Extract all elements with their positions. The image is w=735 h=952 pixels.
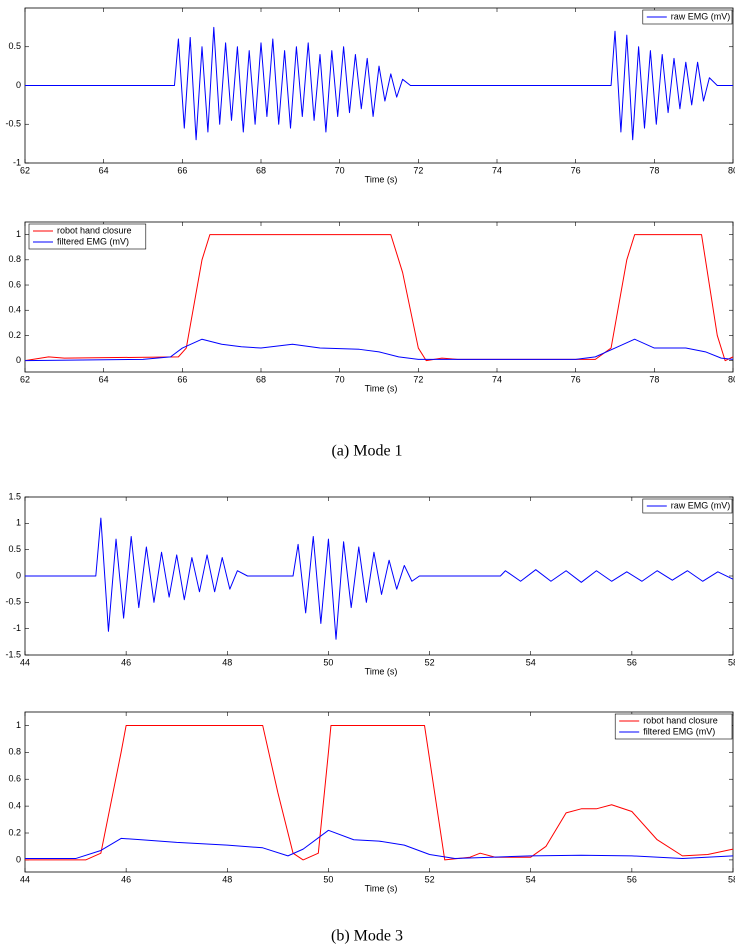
plot-area: [24, 496, 734, 656]
x-tick-label: 78: [649, 374, 659, 384]
y-tick-label: 0.5: [8, 41, 21, 51]
x-tick-label: 78: [649, 165, 659, 175]
x-axis-label: Time (s): [365, 383, 398, 393]
legend-box: [28, 223, 147, 250]
x-tick-label: 50: [323, 657, 333, 667]
y-tick-label: -0.5: [5, 119, 21, 129]
x-tick-label: 52: [425, 657, 435, 667]
x-tick-label: 76: [571, 374, 581, 384]
data-line: [25, 829, 734, 860]
x-tick-label: 50: [323, 874, 333, 884]
x-tick-label: 68: [256, 374, 266, 384]
y-tick-label: 0: [16, 570, 21, 580]
x-tick-label: 66: [177, 374, 187, 384]
data-line: [25, 724, 734, 861]
legend: raw EMG (mV): [642, 498, 733, 514]
data-line: [25, 26, 733, 141]
x-tick-label: 66: [177, 165, 187, 175]
y-tick-label: -1: [13, 157, 21, 167]
x-tick-label: 64: [99, 165, 109, 175]
legend-label: raw EMG (mV): [671, 11, 731, 21]
legend-label: robot hand closure: [643, 715, 718, 725]
x-tick-label: 48: [222, 874, 232, 884]
y-tick-label: 0: [16, 80, 21, 90]
y-tick-label: 0.8: [8, 254, 21, 264]
y-tick-label: -1: [13, 623, 21, 633]
y-tick-label: -1.5: [5, 649, 21, 659]
x-tick-label: 72: [413, 374, 423, 384]
data-line: [24, 234, 734, 362]
x-tick-label: 74: [492, 374, 502, 384]
legend-label: filtered EMG (mV): [57, 236, 129, 246]
x-tick-label: 48: [222, 657, 232, 667]
x-tick-label: 52: [425, 874, 435, 884]
x-tick-label: 62: [20, 374, 30, 384]
x-tick-label: 80: [728, 165, 735, 175]
x-tick-label: 62: [20, 165, 30, 175]
x-tick-label: 58: [728, 874, 735, 884]
data-line: [25, 517, 734, 640]
y-tick-label: 0: [16, 854, 21, 864]
legend-box: [642, 498, 733, 514]
x-tick-label: 54: [526, 657, 536, 667]
y-tick-label: 0.8: [8, 747, 21, 757]
x-tick-label: 56: [627, 874, 637, 884]
x-tick-label: 46: [121, 874, 131, 884]
x-tick-label: 68: [256, 165, 266, 175]
legend-label: raw EMG (mV): [671, 500, 731, 510]
x-tick-label: 70: [335, 374, 345, 384]
x-tick-label: 44: [20, 657, 30, 667]
y-tick-label: 0.4: [8, 800, 21, 810]
legend-label: robot hand closure: [57, 225, 132, 235]
x-tick-label: 54: [526, 874, 536, 884]
y-tick-label: 0.5: [8, 544, 21, 554]
x-axis-label: Time (s): [365, 174, 398, 184]
x-tick-label: 72: [413, 165, 423, 175]
data-line: [24, 338, 734, 362]
x-tick-label: 46: [121, 657, 131, 667]
legend-box: [642, 9, 733, 25]
legend-label: filtered EMG (mV): [643, 726, 715, 736]
legend: raw EMG (mV): [642, 9, 733, 25]
legend-box: [614, 713, 733, 740]
x-tick-label: 76: [571, 165, 581, 175]
y-tick-label: 0.2: [8, 827, 21, 837]
x-tick-label: 64: [99, 374, 109, 384]
x-tick-label: 70: [335, 165, 345, 175]
x-tick-label: 56: [627, 657, 637, 667]
y-tick-label: 0.6: [8, 279, 21, 289]
x-tick-label: 44: [20, 874, 30, 884]
x-tick-label: 74: [492, 165, 502, 175]
y-tick-label: -0.5: [5, 597, 21, 607]
y-tick-label: 0.6: [8, 774, 21, 784]
y-tick-label: 0.2: [8, 330, 21, 340]
y-tick-label: 1: [16, 720, 21, 730]
y-tick-label: 1.5: [8, 491, 21, 501]
caption: (b) Mode 3: [331, 928, 403, 945]
x-axis-label: Time (s): [365, 666, 398, 676]
x-tick-label: 58: [728, 657, 735, 667]
y-tick-label: 0: [16, 355, 21, 365]
x-tick-label: 80: [728, 374, 735, 384]
caption: (a) Mode 1: [331, 443, 402, 460]
y-tick-label: 1: [16, 229, 21, 239]
x-axis-label: Time (s): [365, 883, 398, 893]
y-tick-label: 0.4: [8, 305, 21, 315]
y-tick-label: 1: [16, 518, 21, 528]
